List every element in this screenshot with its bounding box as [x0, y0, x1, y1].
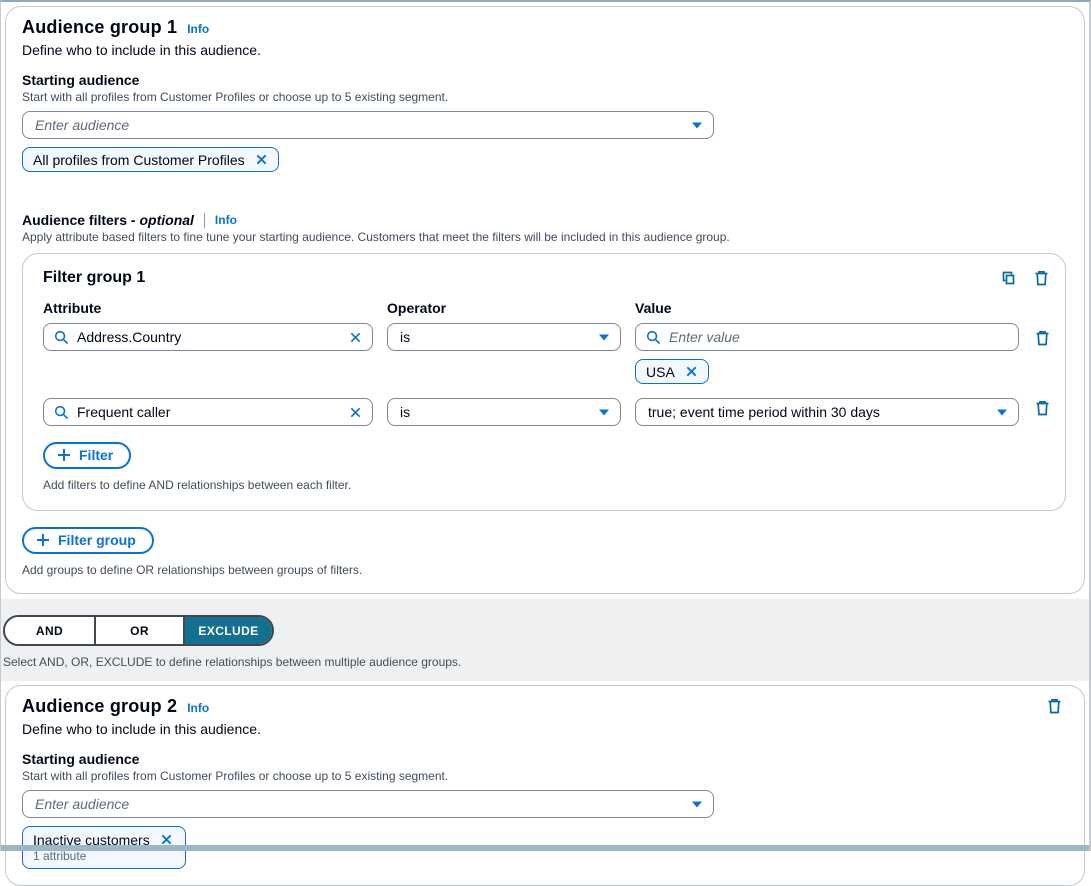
copy-filter-group-button[interactable]: [998, 268, 1018, 288]
token-dismiss-button[interactable]: [683, 363, 700, 380]
trash-icon: [1034, 270, 1049, 286]
value-token-row1: USA: [635, 359, 709, 384]
delete-filter-group-button[interactable]: [1032, 268, 1051, 288]
operator-select-row1[interactable]: is: [387, 323, 621, 351]
close-icon: [349, 331, 362, 344]
close-icon: [160, 833, 173, 846]
operator-select-row2[interactable]: is: [387, 398, 621, 426]
segment-exclude[interactable]: EXCLUDE: [183, 617, 272, 644]
token-subtext: 1 attribute: [33, 849, 87, 863]
search-icon: [646, 330, 661, 345]
audience-group-2-info-link[interactable]: Info: [187, 701, 210, 715]
add-filter-group-label: Filter group: [58, 532, 136, 548]
starting-audience-placeholder-2: Enter audience: [35, 796, 130, 812]
add-filter-label: Filter: [79, 447, 114, 463]
trash-icon: [1047, 698, 1062, 714]
audience-group-1-title: Audience group 1: [22, 17, 178, 37]
search-icon: [54, 405, 69, 420]
attribute-field-row2[interactable]: [77, 404, 339, 420]
plus-icon: [36, 533, 50, 547]
starting-audience-placeholder-1: Enter audience: [35, 117, 130, 133]
attribute-column-label: Attribute: [43, 300, 102, 316]
delete-filter-row2-button[interactable]: [1033, 398, 1059, 418]
clear-attribute-row2-button[interactable]: [347, 404, 364, 421]
audience-filters-title-prefix: Audience filters -: [22, 212, 136, 228]
filter-group-1-card: Filter group 1: [22, 253, 1066, 511]
segment-and[interactable]: AND: [5, 617, 94, 644]
value-token-cell: USA: [635, 351, 1019, 384]
token-label: All profiles from Customer Profiles: [33, 151, 245, 168]
relationship-segmented-control: AND OR EXCLUDE: [3, 615, 274, 646]
audience-group-2-subtitle: Define who to include in this audience.: [22, 721, 261, 737]
relationship-band: AND OR EXCLUDE Select AND, OR, EXCLUDE t…: [1, 599, 1089, 681]
delete-audience-group-2-button[interactable]: [1045, 696, 1064, 716]
chevron-down-icon: [598, 408, 610, 417]
trash-icon: [1035, 330, 1050, 346]
value-column-label: Value: [635, 300, 672, 316]
value-text-row2: true; event time period within 30 days: [648, 404, 880, 420]
chevron-down-icon: [598, 333, 610, 342]
starting-audience-select-1[interactable]: Enter audience: [22, 111, 714, 139]
token-dismiss-button[interactable]: [253, 151, 270, 168]
attribute-input-row2: [43, 398, 373, 426]
close-icon: [685, 365, 698, 378]
operator-column-label: Operator: [387, 300, 447, 316]
audience-group-2-card: Audience group 2 Info Define who to incl…: [5, 685, 1085, 886]
delete-filter-row1-button[interactable]: [1033, 328, 1059, 348]
relationship-hint: Select AND, OR, EXCLUDE to define relati…: [3, 655, 462, 669]
attribute-field-row1[interactable]: [77, 329, 339, 345]
add-filter-group-button[interactable]: Filter group: [22, 527, 154, 554]
audience-group-1-subtitle: Define who to include in this audience.: [22, 42, 261, 58]
token-label: Inactive customers: [33, 831, 150, 848]
copy-icon: [1000, 270, 1016, 286]
segment-or[interactable]: OR: [94, 617, 183, 644]
close-icon: [349, 406, 362, 419]
value-field-row1[interactable]: [669, 329, 1010, 345]
operator-value-row1: is: [400, 329, 411, 345]
audience-group-2-title: Audience group 2: [22, 696, 178, 716]
chevron-down-icon: [691, 800, 703, 809]
starting-audience-label-2: Starting audience: [22, 751, 140, 767]
audience-group-1-info-link[interactable]: Info: [187, 22, 210, 36]
audience-filters-header: Audience filters - optional Info: [22, 212, 1064, 228]
search-icon: [54, 330, 69, 345]
audience-filters-info-link[interactable]: Info: [214, 213, 237, 227]
audience-group-1-header: Audience group 1 Info: [22, 17, 1064, 38]
starting-audience-hint-1: Start with all profiles from Customer Pr…: [22, 90, 449, 104]
chevron-down-icon: [996, 408, 1008, 417]
starting-audience-token-1: All profiles from Customer Profiles: [22, 147, 279, 172]
bottom-edge-bar: [1, 845, 1089, 851]
token-dismiss-button[interactable]: [158, 831, 175, 848]
starting-audience-label-1: Starting audience: [22, 72, 140, 88]
chevron-down-icon: [691, 121, 703, 130]
audience-group-1-card: Audience group 1 Info Define who to incl…: [5, 6, 1085, 594]
token-label: USA: [646, 363, 675, 380]
audience-filters-title: Audience filters - optional: [22, 212, 194, 228]
close-icon: [255, 153, 268, 166]
trash-icon: [1035, 400, 1050, 416]
plus-icon: [57, 448, 71, 462]
add-filter-button[interactable]: Filter: [43, 442, 132, 469]
starting-audience-hint-2: Start with all profiles from Customer Pr…: [22, 769, 449, 783]
add-filter-group-hint: Add groups to define OR relationships be…: [22, 563, 363, 577]
attribute-input-row1: [43, 323, 373, 351]
filter-group-1-title: Filter group 1: [43, 269, 146, 286]
filter-grid: Attribute Operator Value is: [35, 300, 1051, 426]
operator-value-row2: is: [400, 404, 411, 420]
add-filter-hint: Add filters to define AND relationships …: [43, 478, 352, 492]
audience-filters-hint: Apply attribute based filters to fine tu…: [22, 230, 730, 244]
audience-filters-title-optional: optional: [139, 212, 194, 228]
starting-audience-select-2[interactable]: Enter audience: [22, 790, 714, 818]
divider: [203, 212, 205, 228]
clear-attribute-row1-button[interactable]: [347, 329, 364, 346]
value-select-row2[interactable]: true; event time period within 30 days: [635, 398, 1019, 426]
value-input-row1: [635, 323, 1019, 351]
